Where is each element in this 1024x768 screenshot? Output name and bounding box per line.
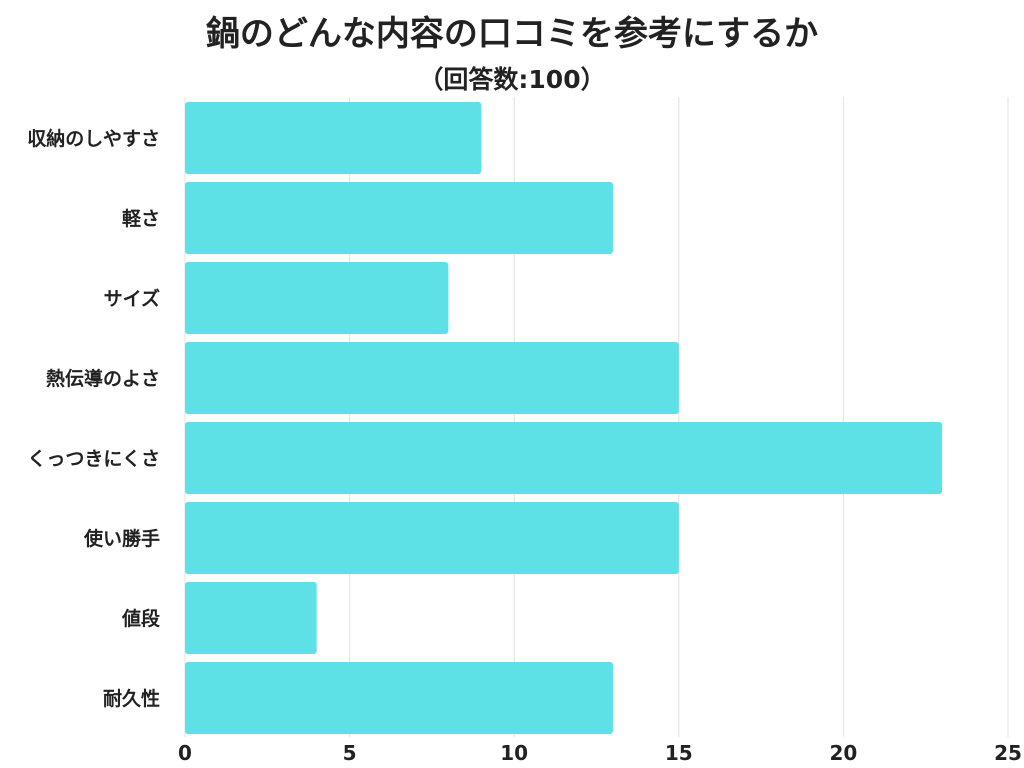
bar-0	[185, 102, 482, 174]
bar-6	[185, 582, 317, 654]
x-tick-label-3: 15	[665, 741, 693, 765]
x-tick-label-0: 0	[178, 741, 192, 765]
chart-title: 鍋のどんな内容の口コミを参考にするか	[205, 14, 819, 54]
category-label-3: 熱伝導のよさ	[46, 367, 160, 390]
bar-4	[185, 422, 943, 494]
x-tick-label-4: 20	[829, 741, 857, 765]
bar-5	[185, 502, 679, 574]
category-label-1: 軽さ	[122, 208, 160, 230]
category-label-5: 使い勝手	[83, 527, 160, 550]
bar-3	[185, 342, 679, 414]
x-tick-label-5: 25	[994, 741, 1022, 765]
chart-subtitle: （回答数:100）	[418, 65, 606, 94]
x-tick-label-1: 5	[343, 741, 357, 765]
category-label-0: 収納のしやすさ	[27, 127, 160, 150]
bar-2	[185, 262, 449, 334]
x-tick-label-2: 10	[500, 741, 528, 765]
category-label-2: サイズ	[104, 287, 160, 310]
bar-7	[185, 662, 613, 734]
category-label-6: 値段	[121, 607, 161, 630]
category-label-7: 耐久性	[103, 687, 160, 710]
category-label-4: くっつきにくさ	[27, 448, 160, 470]
bar-1	[185, 182, 613, 254]
